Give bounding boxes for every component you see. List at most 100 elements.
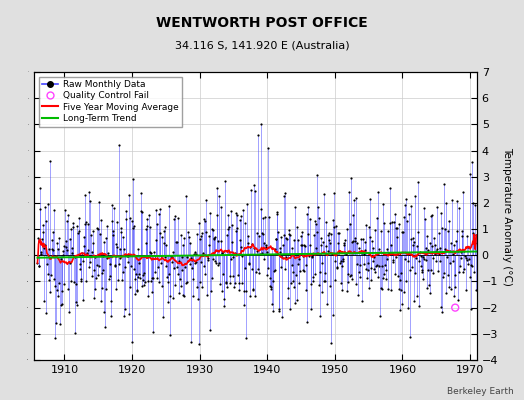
Point bbox=[320, 277, 329, 284]
Point bbox=[168, 254, 176, 260]
Point bbox=[100, 308, 108, 315]
Point bbox=[33, 260, 41, 266]
Point bbox=[365, 224, 374, 231]
Point bbox=[421, 256, 430, 263]
Point bbox=[81, 221, 89, 228]
Point bbox=[135, 270, 143, 277]
Point bbox=[53, 240, 61, 246]
Point bbox=[152, 275, 161, 281]
Point bbox=[351, 238, 359, 244]
Point bbox=[103, 223, 111, 229]
Point bbox=[127, 218, 136, 224]
Point bbox=[318, 260, 326, 266]
Point bbox=[382, 276, 390, 282]
Point bbox=[468, 159, 476, 165]
Point bbox=[278, 253, 286, 260]
Point bbox=[113, 244, 122, 250]
Point bbox=[354, 245, 363, 251]
Point bbox=[379, 275, 388, 282]
Point bbox=[42, 309, 51, 316]
Point bbox=[468, 200, 477, 206]
Point bbox=[301, 286, 310, 293]
Point bbox=[220, 303, 228, 309]
Point bbox=[299, 253, 307, 259]
Point bbox=[111, 262, 119, 268]
Point bbox=[314, 215, 323, 222]
Point bbox=[66, 260, 74, 267]
Point bbox=[97, 285, 106, 291]
Point bbox=[239, 206, 247, 213]
Point bbox=[144, 293, 152, 299]
Point bbox=[272, 209, 281, 215]
Point bbox=[330, 223, 338, 230]
Point bbox=[39, 298, 48, 304]
Point bbox=[225, 273, 234, 280]
Point bbox=[359, 261, 368, 267]
Point bbox=[400, 288, 408, 295]
Point bbox=[209, 227, 217, 233]
Point bbox=[368, 258, 377, 265]
Point bbox=[338, 262, 346, 269]
Point bbox=[278, 313, 287, 320]
Point bbox=[159, 240, 168, 246]
Point bbox=[174, 290, 183, 296]
Point bbox=[361, 239, 369, 246]
Point bbox=[68, 245, 77, 251]
Point bbox=[177, 282, 185, 289]
Point bbox=[358, 250, 367, 256]
Point bbox=[271, 246, 279, 252]
Point bbox=[268, 245, 277, 251]
Point bbox=[58, 301, 67, 308]
Point bbox=[173, 239, 181, 245]
Point bbox=[158, 282, 167, 289]
Point bbox=[60, 243, 69, 249]
Point bbox=[438, 225, 446, 231]
Point bbox=[427, 213, 435, 220]
Point bbox=[466, 274, 474, 280]
Point bbox=[71, 329, 79, 336]
Point bbox=[204, 233, 213, 240]
Point bbox=[35, 263, 43, 269]
Point bbox=[262, 244, 270, 250]
Point bbox=[178, 266, 187, 273]
Point bbox=[375, 263, 384, 269]
Point bbox=[302, 319, 311, 325]
Point bbox=[435, 230, 443, 236]
Point bbox=[339, 258, 347, 264]
Point bbox=[147, 278, 155, 284]
Point bbox=[256, 121, 265, 128]
Point bbox=[67, 226, 75, 232]
Point bbox=[376, 227, 385, 234]
Point bbox=[155, 211, 163, 218]
Point bbox=[160, 224, 169, 231]
Point bbox=[297, 233, 305, 240]
Point bbox=[241, 264, 249, 271]
Point bbox=[175, 258, 183, 264]
Point bbox=[445, 218, 453, 224]
Point bbox=[230, 253, 238, 260]
Point bbox=[144, 278, 152, 284]
Point bbox=[313, 172, 321, 178]
Point bbox=[213, 262, 222, 268]
Point bbox=[408, 264, 416, 270]
Point bbox=[407, 203, 416, 209]
Point bbox=[430, 241, 439, 248]
Point bbox=[64, 212, 72, 218]
Point bbox=[302, 262, 310, 268]
Point bbox=[68, 250, 76, 256]
Point bbox=[285, 227, 293, 234]
Point bbox=[390, 219, 398, 226]
Point bbox=[470, 230, 478, 236]
Point bbox=[446, 259, 454, 266]
Point bbox=[210, 236, 219, 242]
Point bbox=[130, 276, 139, 282]
Point bbox=[126, 284, 134, 290]
Point bbox=[99, 267, 107, 273]
Point bbox=[363, 275, 371, 282]
Point bbox=[288, 245, 296, 252]
Point bbox=[410, 298, 419, 304]
Point bbox=[171, 213, 179, 219]
Point bbox=[467, 306, 475, 312]
Point bbox=[194, 341, 203, 347]
Point bbox=[398, 300, 407, 307]
